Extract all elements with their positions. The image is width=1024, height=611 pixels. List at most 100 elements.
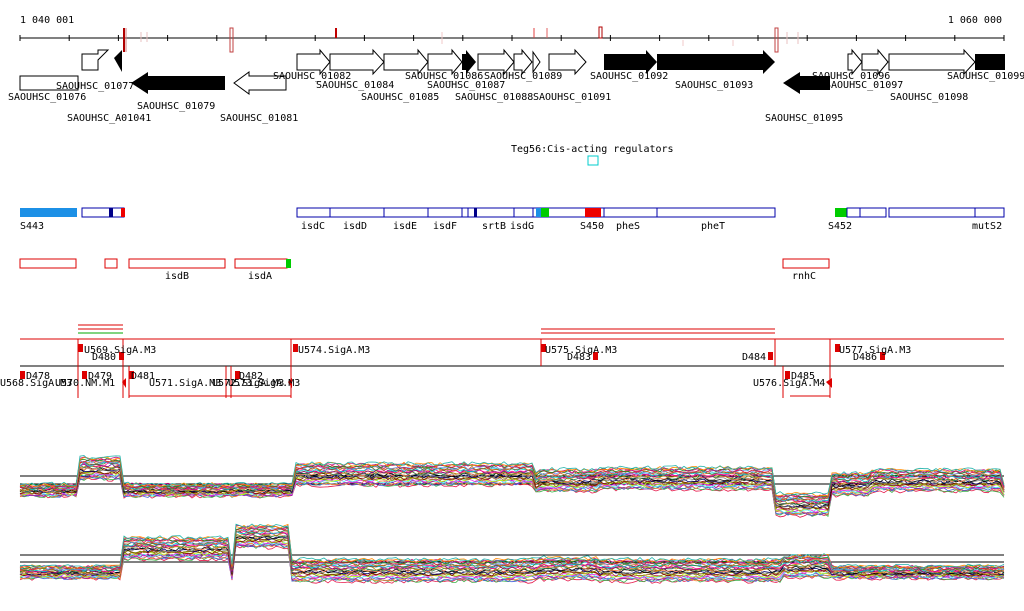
gene-label[interactable]: SAOUHSC_01076 <box>8 92 86 103</box>
gene-labels: SAOUHSC_01077 SAOUHSC_01082 SAOUHSC_0108… <box>8 71 1024 124</box>
feature-box[interactable] <box>782 258 830 269</box>
segment-marker[interactable] <box>785 371 790 379</box>
gene-label[interactable]: SAOUHSC_01098 <box>890 92 968 103</box>
gene-arrow-forward[interactable] <box>847 48 863 76</box>
segment-marker[interactable] <box>880 352 885 360</box>
feature-box[interactable] <box>104 258 118 269</box>
transcript-mark <box>774 27 779 53</box>
gene-label[interactable]: SAOUHSC_01086 <box>405 71 483 82</box>
gene-arrow-reverse-filled[interactable] <box>783 72 830 94</box>
gene-arrow-forward-filled[interactable] <box>657 50 775 74</box>
segment-marker[interactable] <box>593 352 598 360</box>
feature-label: mutS2 <box>972 221 1002 232</box>
segment-marker[interactable] <box>78 344 83 352</box>
feature-mark <box>121 208 125 217</box>
gene-arrows-track <box>19 48 1005 95</box>
feature-track: S443 isdC isdD isdE isdF srtB isdG S450 … <box>20 207 1005 232</box>
gene-arrow-forward[interactable] <box>427 48 463 76</box>
expression-profile-line <box>19 526 1005 570</box>
gene-label[interactable]: SAOUHSC_01079 <box>137 101 215 112</box>
gene-arrow-forward[interactable] <box>513 48 533 76</box>
segment-label: D483 <box>567 352 591 363</box>
segment-label: U576.SigA.M4 <box>753 378 825 389</box>
gene-label[interactable]: SAOUHSC_01093 <box>675 80 753 91</box>
gene-label[interactable]: SAOUHSC_01082 <box>273 71 351 82</box>
feature-mark <box>585 208 601 217</box>
segment-marker[interactable] <box>129 371 134 379</box>
gene-label[interactable]: SAOUHSC_01097 <box>825 80 903 91</box>
segment-marker[interactable] <box>541 344 546 352</box>
feature-box[interactable] <box>20 208 77 217</box>
gene-label[interactable]: SAOUHSC_01089 <box>484 71 562 82</box>
segment-label: U568.SigA.M3 <box>0 378 72 389</box>
gene-label[interactable]: SAOUHSC_01087 <box>427 80 505 91</box>
feature-box[interactable] <box>128 258 226 269</box>
transcript-mark <box>598 26 603 39</box>
gene-label[interactable]: SAOUHSC_01084 <box>316 80 394 91</box>
ruler-ticks <box>19 35 1005 41</box>
gene-arrow-forward[interactable] <box>477 48 515 76</box>
segment-marker[interactable] <box>235 371 240 379</box>
gene-label[interactable]: SAOUHSC_01077 <box>56 81 134 92</box>
gene-label[interactable]: SAOUHSC_01081 <box>220 113 298 124</box>
segment-marker[interactable] <box>293 344 298 352</box>
gene-label[interactable]: SAOUHSC_01088 <box>455 92 533 103</box>
expression-profile-line <box>19 455 1005 496</box>
segment-track: U568.SigA.M3 D478 U570.NM.M1 U569.SigA.M… <box>0 324 1004 398</box>
gene-label[interactable]: SAOUHSC_A01041 <box>67 113 151 124</box>
gene-arrow-forward-filled[interactable] <box>604 50 657 74</box>
segment-marker[interactable] <box>119 352 124 360</box>
feature-mark[interactable] <box>835 208 847 217</box>
gene-arrow-forward[interactable] <box>548 48 587 76</box>
expression-profile-line <box>19 464 1005 506</box>
gene-arrow-forward[interactable] <box>383 48 429 76</box>
coordinate-ruler: 1 040 001 1 060 000 <box>19 15 1005 53</box>
expression-profile-line <box>19 457 1005 497</box>
feature-box[interactable] <box>81 207 125 218</box>
gene-arrow-forward[interactable] <box>532 50 541 74</box>
feature-label: S450 <box>580 221 604 232</box>
gene-arrow-forward-filled[interactable] <box>114 50 122 72</box>
gene-label[interactable]: SAOUHSC_01092 <box>590 71 668 82</box>
gene-box[interactable] <box>19 75 79 91</box>
feature-label: isdB <box>165 271 189 282</box>
feature-label: srtB <box>482 221 506 232</box>
feature-label: S443 <box>20 221 44 232</box>
segment-marker[interactable] <box>20 371 25 379</box>
gene-arrow-forward-filled[interactable] <box>975 54 1005 70</box>
gene-arrow-forward[interactable] <box>329 48 385 76</box>
regulator-marker[interactable] <box>587 155 599 166</box>
gene-label[interactable]: SAOUHSC_01091 <box>533 92 611 103</box>
feature-label: isdA <box>248 271 272 282</box>
gene-arrow-reverse[interactable] <box>233 71 287 95</box>
segment-vertical-lines <box>77 339 831 398</box>
feature-box[interactable] <box>888 207 1005 218</box>
feature-box[interactable] <box>19 258 77 269</box>
expression-profile-panel-lower <box>19 523 1005 584</box>
gene-label[interactable]: SAOUHSC_01085 <box>361 92 439 103</box>
gene-arrow-forward[interactable] <box>296 48 331 76</box>
segment-label: D478 <box>26 371 50 382</box>
gene-label[interactable]: SAOUHSC_01095 <box>765 113 843 124</box>
expression-profile-line <box>19 537 1005 577</box>
gene-label[interactable]: SAOUHSC_01096 <box>812 71 890 82</box>
segment-marker[interactable] <box>768 352 773 360</box>
gene-arrow-reverse-filled[interactable] <box>131 72 225 94</box>
gene-arrow-forward-filled[interactable] <box>462 50 476 74</box>
segment-label: U574.SigA.M3 <box>298 345 370 356</box>
feature-label: isdF <box>433 221 457 232</box>
segment-marker[interactable] <box>835 344 840 352</box>
feature-label: pheS <box>616 221 640 232</box>
expression-profile-line <box>19 532 1005 574</box>
segment-marker[interactable] <box>82 371 87 379</box>
feature-box[interactable] <box>234 258 288 269</box>
segment-marker <box>122 378 126 388</box>
transcript-mark <box>229 27 234 53</box>
feature-box[interactable] <box>846 207 887 218</box>
gene-label[interactable]: SAOUHSC_01099 <box>947 71 1024 82</box>
gene-arrow-forward[interactable] <box>81 49 110 71</box>
gene-arrow-forward[interactable] <box>888 48 976 76</box>
gene-arrow-forward[interactable] <box>861 48 889 76</box>
feature-mark <box>474 208 477 217</box>
